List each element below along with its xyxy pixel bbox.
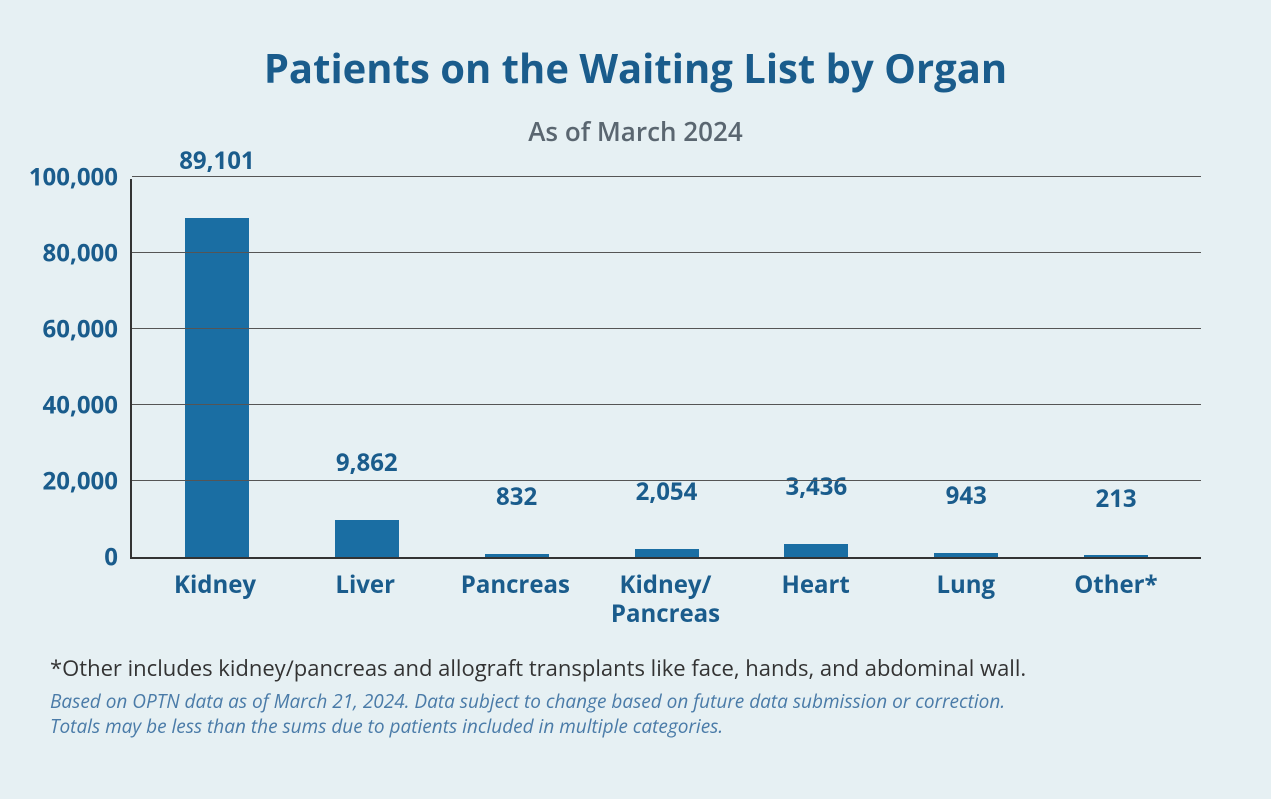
chart-bar <box>335 520 399 557</box>
chart-x-label: Liver <box>290 571 440 629</box>
chart-bar-value-label: 213 <box>1095 482 1136 519</box>
chart-bar-slot: 2,054 <box>592 179 742 557</box>
chart-ytick-label: 0 <box>104 541 132 574</box>
chart-gridline <box>132 480 1201 481</box>
chart-bar-slot: 89,101 <box>142 179 292 557</box>
chart-bar-slot: 213 <box>1041 179 1191 557</box>
footnote-secondary: Based on OPTN data as of March 21, 2024.… <box>50 689 1221 740</box>
chart-gridline <box>132 176 1201 177</box>
chart-title: Patients on the Waiting List by Organ <box>50 40 1221 95</box>
chart-x-label: Kidney <box>140 571 290 629</box>
chart-bar <box>185 218 249 557</box>
chart-ytick-label: 80,000 <box>43 237 132 270</box>
chart-gridline <box>132 404 1201 405</box>
footnote-secondary-line1: Based on OPTN data as of March 21, 2024.… <box>50 688 1005 714</box>
chart-bar <box>1084 555 1148 557</box>
chart-bar-value-label: 3,436 <box>785 470 847 507</box>
chart-x-label: Heart <box>741 571 891 629</box>
chart-bars: 89,101 9,862 832 2,054 3,436 943 213 <box>132 179 1201 557</box>
chart-bar-value-label: 9,862 <box>336 446 398 483</box>
chart-bar <box>485 554 549 557</box>
chart-gridline <box>132 252 1201 253</box>
chart-bar <box>934 553 998 557</box>
chart-x-label: Lung <box>891 571 1041 629</box>
chart-x-label: Pancreas <box>440 571 590 629</box>
chart-bar-slot: 9,862 <box>292 179 442 557</box>
footnote-secondary-line2: Totals may be less than the sums due to … <box>50 713 723 739</box>
chart-bar <box>784 544 848 557</box>
chart-ytick-label: 20,000 <box>43 465 132 498</box>
chart-plot: 89,1019,8628322,0543,436943213 020,00040… <box>130 179 1201 559</box>
chart-bar-value-label: 832 <box>496 480 537 517</box>
chart-x-label: Kidney/Pancreas <box>590 571 740 629</box>
chart-bar <box>635 549 699 557</box>
chart-x-label: Other* <box>1041 571 1191 629</box>
chart-ytick-label: 100,000 <box>29 161 132 194</box>
chart-bar-slot: 3,436 <box>741 179 891 557</box>
chart-x-labels: KidneyLiverPancreasKidney/PancreasHeartL… <box>130 559 1201 629</box>
chart-ytick-label: 60,000 <box>43 313 132 346</box>
chart-bar-slot: 943 <box>891 179 1041 557</box>
chart-bar-slot: 832 <box>442 179 592 557</box>
chart-bar-value-label: 943 <box>946 479 987 516</box>
chart-gridline <box>132 328 1201 329</box>
footnote-primary: *Other includes kidney/pancreas and allo… <box>50 653 1221 683</box>
chart-ytick-label: 40,000 <box>43 389 132 422</box>
chart-area: 89,1019,8628322,0543,436943213 020,00040… <box>130 179 1201 629</box>
